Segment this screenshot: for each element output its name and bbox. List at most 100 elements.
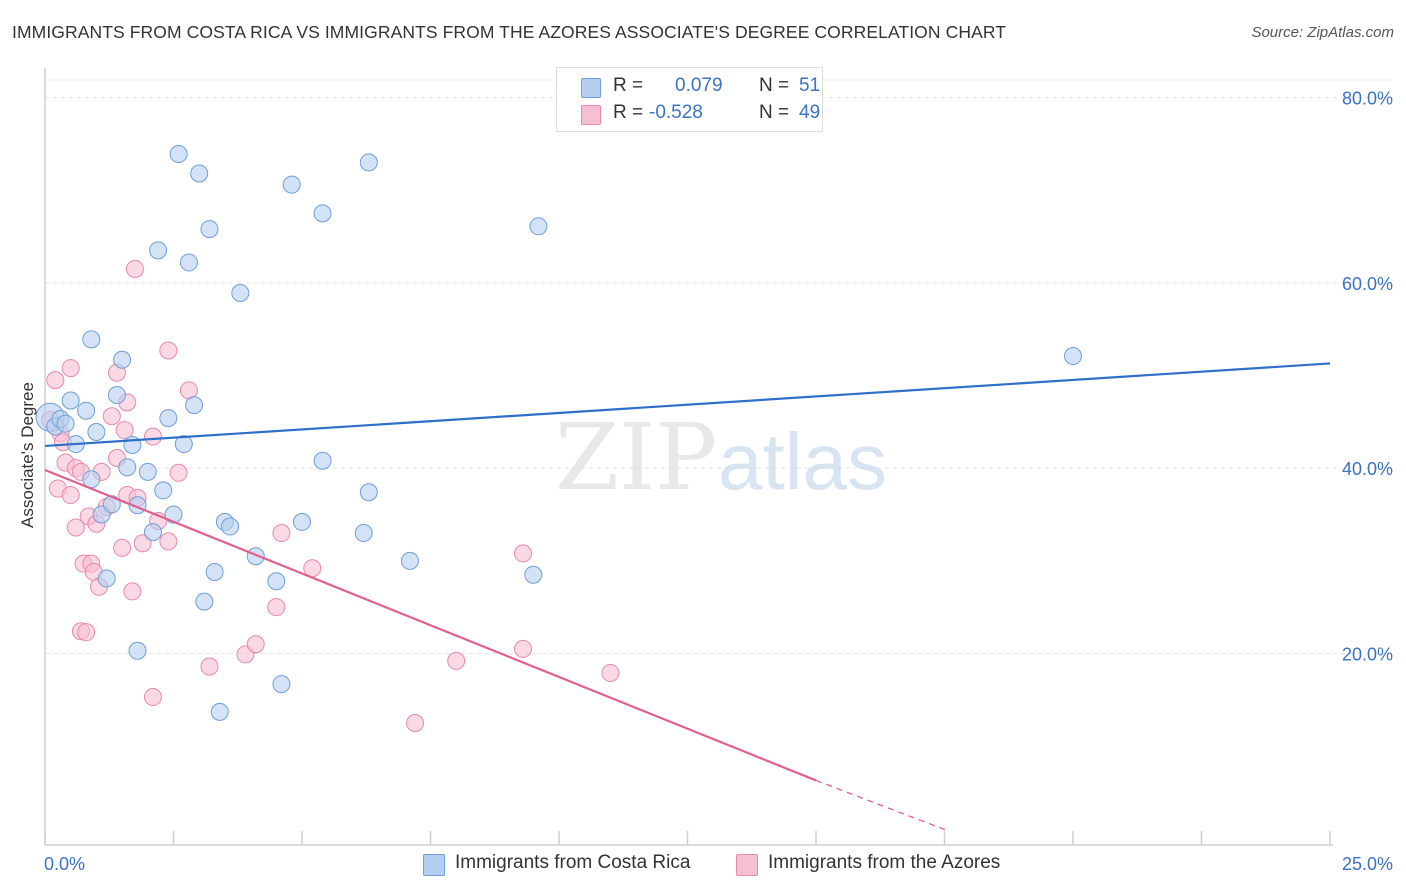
- correlation-legend: R = 0.079 N = 51 R = -0.528 N = 49: [556, 67, 823, 132]
- point-costa-rica: [128, 641, 147, 660]
- x-tick-label: 0.0%: [44, 854, 85, 874]
- series-azores-points: [41, 259, 620, 732]
- point-azores: [143, 688, 162, 707]
- point-costa-rica: [164, 505, 183, 524]
- point-azores: [77, 623, 96, 642]
- point-costa-rica: [267, 572, 286, 591]
- point-costa-rica: [272, 675, 291, 694]
- point-costa-rica: [82, 330, 101, 349]
- point-azores: [514, 639, 533, 658]
- trend-line-azores-extension: [815, 779, 950, 833]
- point-azores: [61, 486, 80, 505]
- point-costa-rica: [174, 435, 193, 454]
- trend-lines: [44, 362, 1331, 833]
- chart-title: IMMIGRANTS FROM COSTA RICA VS IMMIGRANTS…: [12, 22, 1007, 42]
- point-azores: [169, 463, 188, 482]
- legend-n-label: N =: [759, 102, 790, 123]
- y-tick-label: 20.0%: [1342, 645, 1393, 665]
- point-costa-rica: [149, 241, 168, 260]
- point-azores: [133, 534, 152, 553]
- point-costa-rica: [359, 483, 378, 502]
- point-costa-rica: [185, 396, 204, 415]
- legend-label: Immigrants from the Azores: [768, 852, 1001, 873]
- point-costa-rica: [524, 565, 543, 584]
- point-costa-rica: [87, 423, 106, 442]
- point-azores: [115, 421, 134, 440]
- legend-swatch-pink: [736, 854, 758, 876]
- grid-lines: [45, 79, 1392, 654]
- point-azores: [61, 359, 80, 378]
- y-tick-label: 80.0%: [1342, 89, 1393, 109]
- legend-r-value: 0.079: [675, 75, 723, 96]
- point-costa-rica: [143, 523, 162, 542]
- point-costa-rica: [354, 524, 373, 543]
- point-azores: [246, 635, 265, 654]
- point-costa-rica: [179, 253, 198, 272]
- point-costa-rica: [159, 409, 178, 428]
- point-costa-rica: [169, 145, 188, 164]
- point-azores: [46, 371, 65, 390]
- legend-swatch-pink: [581, 105, 601, 125]
- point-costa-rica: [190, 164, 209, 183]
- point-azores: [267, 598, 286, 617]
- source-credit: Source: ZipAtlas.com: [1251, 24, 1394, 41]
- point-azores: [159, 532, 178, 551]
- point-costa-rica: [97, 569, 116, 588]
- y-tick-label: 60.0%: [1342, 274, 1393, 294]
- point-costa-rica: [61, 391, 80, 410]
- point-costa-rica: [118, 458, 137, 477]
- point-costa-rica: [529, 217, 548, 236]
- point-costa-rica: [313, 451, 332, 470]
- x-tick-label: 25.0%: [1342, 854, 1393, 874]
- point-costa-rica: [107, 385, 126, 404]
- legend-swatch-blue: [581, 78, 601, 98]
- point-costa-rica: [56, 414, 75, 433]
- watermark-zip: ZIP: [555, 404, 717, 511]
- point-costa-rica: [113, 350, 132, 369]
- point-costa-rica: [359, 153, 378, 172]
- point-azores: [200, 657, 219, 676]
- watermark-atlas: atlas: [718, 417, 887, 506]
- point-azores: [406, 714, 425, 732]
- legend-n-label: N =: [759, 75, 790, 96]
- point-costa-rica: [231, 284, 250, 303]
- point-azores: [272, 524, 291, 543]
- point-costa-rica: [210, 702, 229, 721]
- point-azores: [123, 582, 142, 601]
- legend-r-label: R =: [613, 102, 644, 123]
- legend-r-label: R =: [613, 75, 644, 96]
- point-azores: [159, 341, 178, 360]
- point-costa-rica: [400, 551, 419, 570]
- legend-r-value: -0.528: [649, 102, 703, 123]
- trend-line-azores: [44, 468, 817, 782]
- point-azores: [447, 651, 466, 670]
- point-azores: [102, 407, 121, 426]
- point-costa-rica: [200, 220, 219, 239]
- point-costa-rica: [138, 462, 157, 481]
- point-costa-rica: [282, 175, 301, 194]
- legend-n-value: 49: [799, 102, 821, 123]
- point-azores: [125, 259, 144, 278]
- point-azores: [66, 518, 85, 537]
- point-costa-rica: [154, 481, 173, 500]
- trend-line-costa-rica: [44, 362, 1331, 448]
- axes: [44, 68, 1333, 846]
- point-costa-rica: [1064, 347, 1082, 366]
- point-costa-rica: [205, 562, 224, 581]
- point-costa-rica: [195, 592, 214, 611]
- tick-labels: 20.0% 40.0% 60.0% 80.0% 0.0% 25.0%: [44, 89, 1393, 875]
- legend-swatch-blue: [423, 854, 445, 876]
- legend-label: Immigrants from Costa Rica: [455, 852, 691, 873]
- point-azores: [601, 663, 620, 682]
- legend-n-value: 51: [799, 75, 821, 96]
- point-costa-rica: [77, 401, 96, 420]
- point-azores: [143, 427, 162, 446]
- point-azores: [113, 538, 132, 557]
- point-azores: [514, 544, 533, 563]
- point-costa-rica: [313, 204, 332, 223]
- point-costa-rica: [221, 517, 240, 536]
- point-costa-rica: [293, 512, 311, 531]
- y-tick-label: 40.0%: [1342, 459, 1393, 479]
- point-costa-rica: [246, 547, 265, 566]
